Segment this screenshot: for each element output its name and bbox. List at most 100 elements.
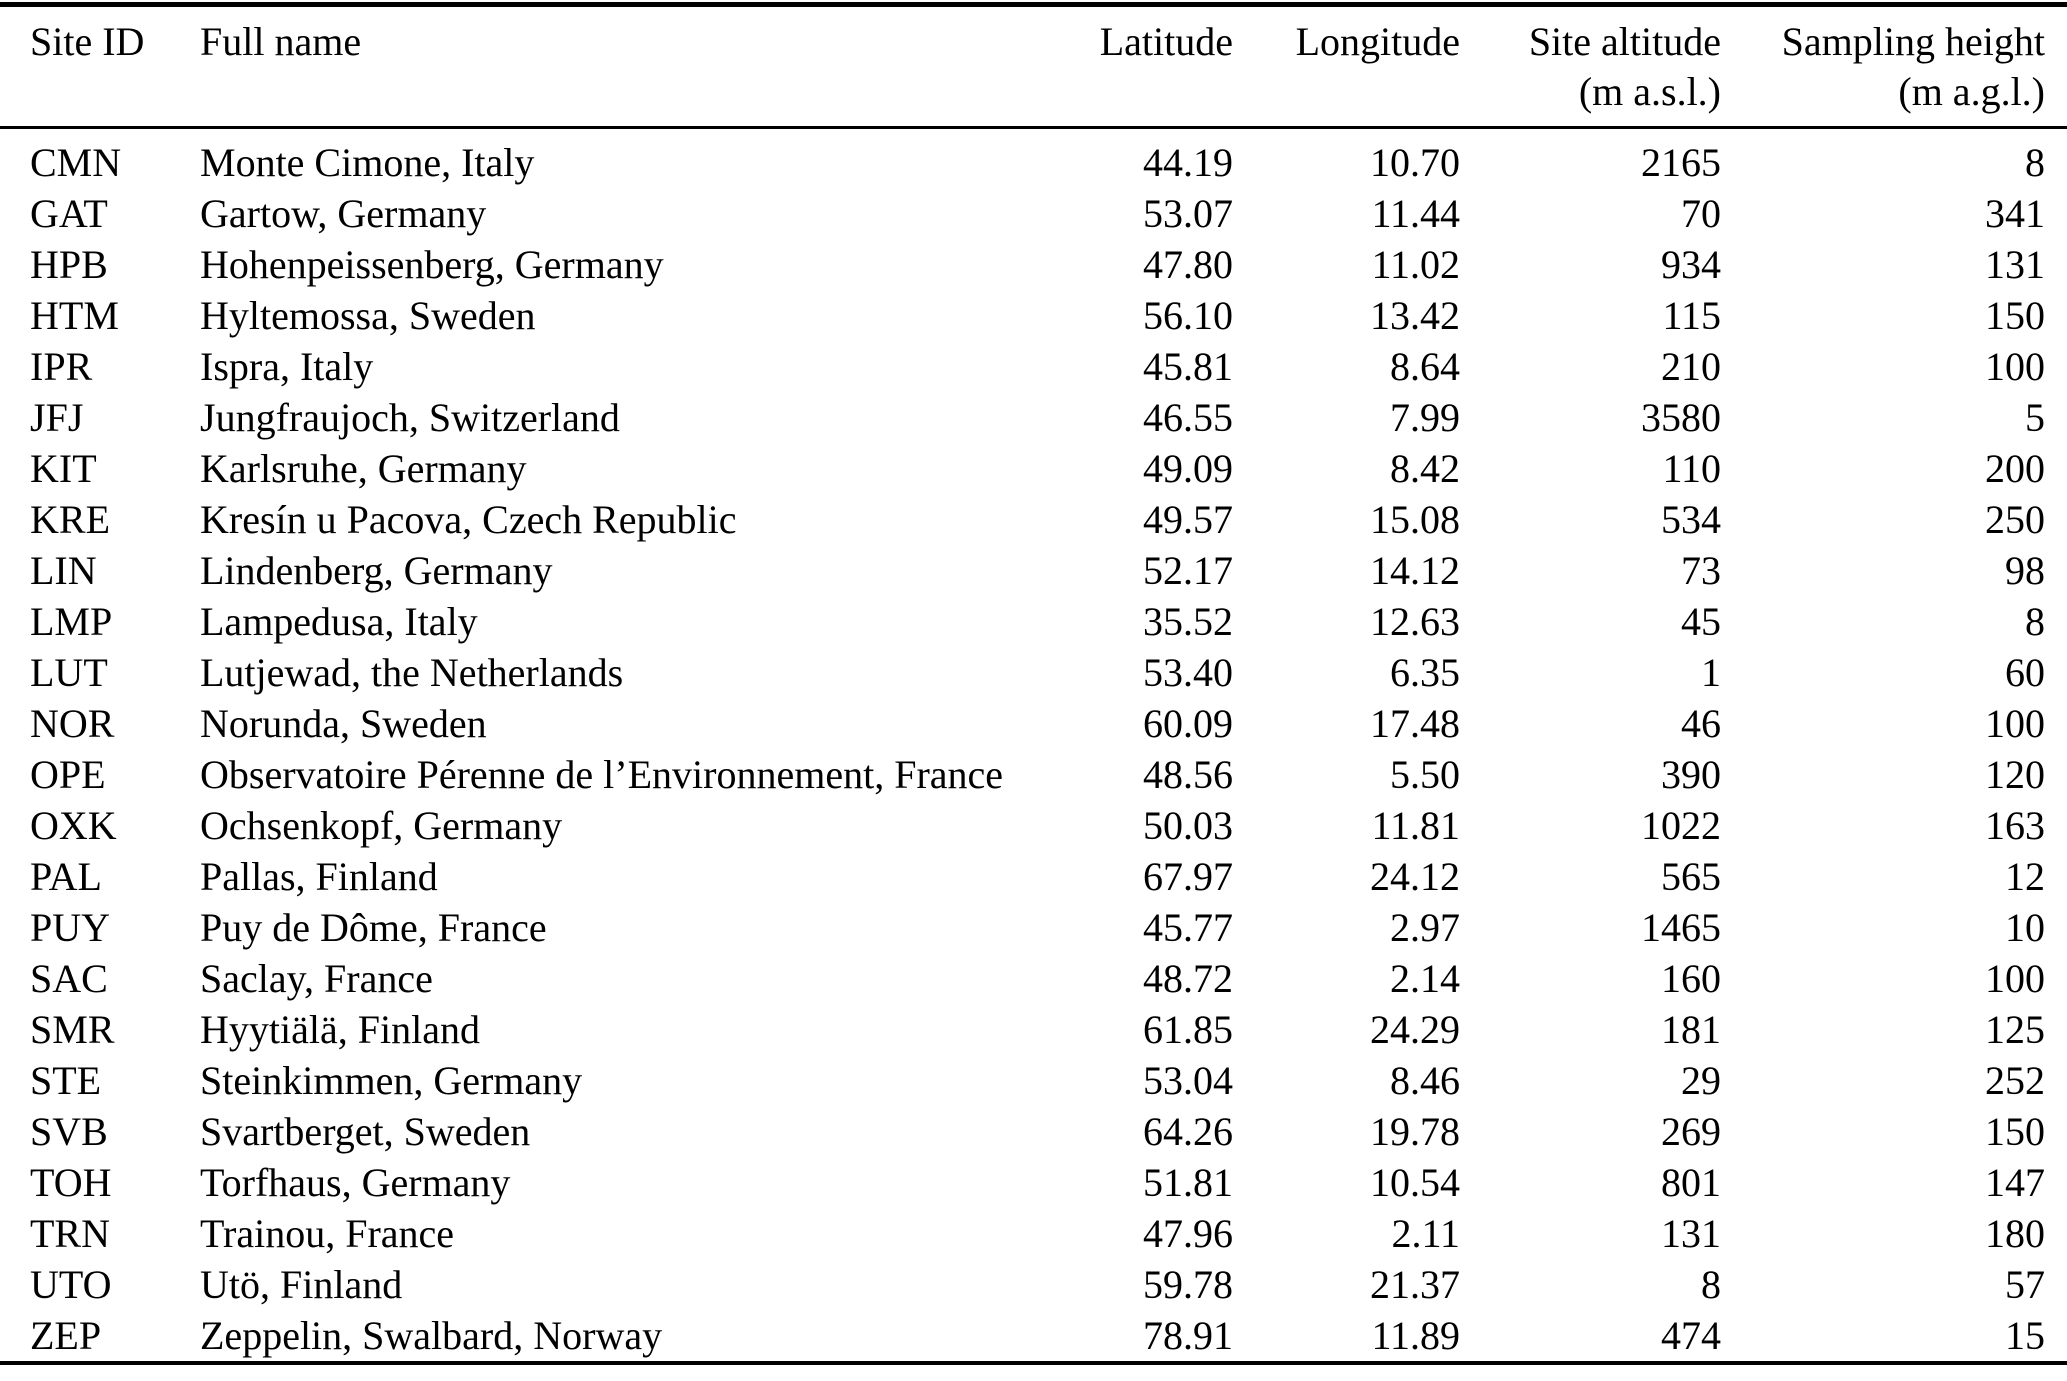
cell-full-name: Jungfraujoch, Switzerland xyxy=(200,395,620,440)
table-header-row: Site ID Full name Latitude Longitude Sit… xyxy=(0,4,2067,129)
cell-latitude: 56.10 xyxy=(1143,293,1233,338)
cell-site-altitude: 1465 xyxy=(1641,905,1721,950)
cell-site-id: STE xyxy=(30,1058,102,1103)
cell-full-name: Observatoire Pérenne de l’Environnement,… xyxy=(200,752,1004,797)
cell-latitude: 48.56 xyxy=(1143,752,1233,797)
cell-site-altitude: 70 xyxy=(1681,191,1721,236)
cell-site-altitude: 3580 xyxy=(1641,395,1721,440)
cell-site-altitude: 29 xyxy=(1681,1058,1721,1103)
table-row: TRN Trainou, France 47.96 2.11 131 180 xyxy=(0,1208,2067,1259)
cell-sampling-height: 200 xyxy=(1985,446,2045,491)
cell-sampling-height: 150 xyxy=(1985,1109,2045,1154)
table-row: LIN Lindenberg, Germany 52.17 14.12 73 98 xyxy=(0,545,2067,596)
cell-site-id: GAT xyxy=(30,191,108,236)
cell-site-id: UTO xyxy=(30,1262,112,1307)
cell-site-id: HPB xyxy=(30,242,108,287)
table-row: PUY Puy de Dôme, France 45.77 2.97 1465 10 xyxy=(0,902,2067,953)
col-header-label: Latitude xyxy=(1099,19,1233,64)
cell-site-id: LUT xyxy=(30,650,108,695)
col-header-longitude: Longitude xyxy=(1233,4,1460,129)
cell-site-altitude: 565 xyxy=(1661,854,1721,899)
cell-latitude: 64.26 xyxy=(1143,1109,1233,1154)
cell-longitude: 2.97 xyxy=(1390,905,1460,950)
cell-site-id: SMR xyxy=(30,1007,115,1052)
cell-site-id: LIN xyxy=(30,548,97,593)
cell-sampling-height: 8 xyxy=(2025,599,2045,644)
cell-full-name: Lutjewad, the Netherlands xyxy=(200,650,624,695)
table-row: TOH Torfhaus, Germany 51.81 10.54 801 147 xyxy=(0,1157,2067,1208)
cell-site-altitude: 1 xyxy=(1701,650,1721,695)
cell-site-id: NOR xyxy=(30,701,115,746)
cell-latitude: 49.57 xyxy=(1143,497,1233,542)
col-header-label: Sampling height xyxy=(1781,19,2045,64)
cell-sampling-height: 10 xyxy=(2005,905,2045,950)
col-header-site-id: Site ID xyxy=(0,4,200,129)
cell-sampling-height: 100 xyxy=(1985,701,2045,746)
cell-latitude: 44.19 xyxy=(1143,140,1233,185)
cell-sampling-height: 341 xyxy=(1985,191,2045,236)
col-header-label: Site ID xyxy=(30,19,145,64)
cell-sampling-height: 100 xyxy=(1985,956,2045,1001)
cell-site-altitude: 474 xyxy=(1661,1313,1721,1358)
cell-full-name: Karlsruhe, Germany xyxy=(200,446,527,491)
cell-site-id: OPE xyxy=(30,752,106,797)
cell-sampling-height: 100 xyxy=(1985,344,2045,389)
cell-longitude: 10.54 xyxy=(1370,1160,1460,1205)
cell-full-name: Ispra, Italy xyxy=(200,344,374,389)
table-row: SVB Svartberget, Sweden 64.26 19.78 269 150 xyxy=(0,1106,2067,1157)
cell-longitude: 11.81 xyxy=(1371,803,1460,848)
cell-full-name: Hohenpeissenberg, Germany xyxy=(200,242,664,287)
cell-site-id: KRE xyxy=(30,497,110,542)
cell-site-altitude: 534 xyxy=(1661,497,1721,542)
cell-site-altitude: 110 xyxy=(1662,446,1721,491)
cell-site-altitude: 934 xyxy=(1661,242,1721,287)
table-row: CMN Monte Cimone, Italy 44.19 10.70 2165 8 xyxy=(0,128,2067,189)
cell-longitude: 8.46 xyxy=(1390,1058,1460,1103)
cell-latitude: 67.97 xyxy=(1143,854,1233,899)
col-header-label: Site altitude xyxy=(1528,19,1721,64)
cell-site-id: KIT xyxy=(30,446,97,491)
cell-sampling-height: 163 xyxy=(1985,803,2045,848)
table-row: KRE Kresín u Pacova, Czech Republic 49.57 1… xyxy=(0,494,2067,545)
cell-sampling-height: 15 xyxy=(2005,1313,2045,1358)
cell-longitude: 2.11 xyxy=(1391,1211,1460,1256)
cell-longitude: 15.08 xyxy=(1370,497,1460,542)
cell-longitude: 11.02 xyxy=(1371,242,1460,287)
cell-longitude: 13.42 xyxy=(1370,293,1460,338)
cell-site-altitude: 160 xyxy=(1661,956,1721,1001)
cell-longitude: 10.70 xyxy=(1370,140,1460,185)
cell-latitude: 53.07 xyxy=(1143,191,1233,236)
table-row: IPR Ispra, Italy 45.81 8.64 210 100 xyxy=(0,341,2067,392)
cell-site-id: TRN xyxy=(30,1211,110,1256)
cell-sampling-height: 125 xyxy=(1985,1007,2045,1052)
cell-site-id: CMN xyxy=(30,140,122,185)
cell-sampling-height: 5 xyxy=(2025,395,2045,440)
cell-full-name: Gartow, Germany xyxy=(200,191,487,236)
cell-site-altitude: 390 xyxy=(1661,752,1721,797)
cell-latitude: 48.72 xyxy=(1143,956,1233,1001)
table-row: OPE Observatoire Pérenne de l’Environneme… xyxy=(0,749,2067,800)
cell-sampling-height: 8 xyxy=(2025,140,2045,185)
cell-longitude: 8.64 xyxy=(1390,344,1460,389)
cell-sampling-height: 147 xyxy=(1985,1160,2045,1205)
cell-full-name: Hyltemossa, Sweden xyxy=(200,293,536,338)
cell-site-altitude: 1022 xyxy=(1641,803,1721,848)
cell-latitude: 49.09 xyxy=(1143,446,1233,491)
cell-full-name: Steinkimmen, Germany xyxy=(200,1058,583,1103)
cell-full-name: Saclay, France xyxy=(200,956,433,1001)
cell-full-name: Puy de Dôme, France xyxy=(200,905,547,950)
table-body: CMN Monte Cimone, Italy 44.19 10.70 2165 8 GAT… xyxy=(0,128,2067,1364)
table-header: Site ID Full name Latitude Longitude Sit… xyxy=(0,4,2067,129)
cell-latitude: 47.96 xyxy=(1143,1211,1233,1256)
table-row: PAL Pallas, Finland 67.97 24.12 565 12 xyxy=(0,851,2067,902)
col-header-sampling-height: Sampling height (m a.g.l.) xyxy=(1721,4,2067,129)
table-row: GAT Gartow, Germany 53.07 11.44 70 341 xyxy=(0,188,2067,239)
cell-site-id: ZEP xyxy=(30,1313,102,1358)
col-header-full-name: Full name xyxy=(200,4,1040,129)
cell-latitude: 51.81 xyxy=(1143,1160,1233,1205)
cell-latitude: 61.85 xyxy=(1143,1007,1233,1052)
cell-full-name: Monte Cimone, Italy xyxy=(200,140,535,185)
table-row: OXK Ochsenkopf, Germany 50.03 11.81 1022 163 xyxy=(0,800,2067,851)
table-row: KIT Karlsruhe, Germany 49.09 8.42 110 200 xyxy=(0,443,2067,494)
